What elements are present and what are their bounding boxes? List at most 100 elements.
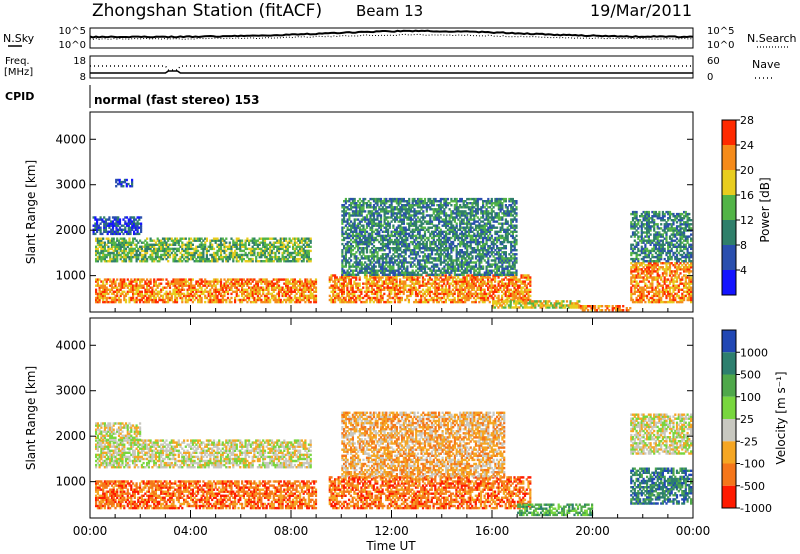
power-echo-cell-0 [253,284,256,287]
power-echo-cell-1 [107,260,110,263]
power-echo-cell-1 [265,243,268,246]
power-echo-cell-0 [146,282,149,285]
power-echo-cell-4 [460,300,463,304]
power-echo-cell-0 [277,292,281,296]
power-echo-cell-1 [269,249,272,253]
power-echo-cell-0 [235,286,238,289]
power-echo-cell-4 [407,288,410,291]
power-echo-cell-0 [277,296,281,300]
power-echo-cell-0 [165,296,168,300]
power-echo-cell-1 [241,239,244,242]
power-echo-cell-0 [209,284,212,287]
power-echo-cell-0 [300,290,303,293]
power-echo-cell-0 [139,278,142,281]
power-echo-cell-4 [392,282,395,285]
power-echo-cell-4 [508,290,511,293]
power-echo-cell-2 [104,228,107,231]
power-echo-cell-4 [386,278,389,281]
power-echo-cell-4 [334,274,337,277]
power-echo-cell-1 [285,249,288,253]
power-echo-cell-0 [285,300,288,304]
power-echo-cell-5 [364,261,367,264]
power-echo-cell-1 [161,257,165,261]
power-echo-cell-4 [471,284,474,287]
power-echo-cell-0 [188,278,191,281]
power-echo-cell-1 [139,245,142,248]
power-echo-cell-1 [195,249,198,253]
power-echo-cell-4 [369,276,372,279]
power-echo-cell-0 [168,282,172,285]
power-echo-cell-4 [501,278,504,281]
power-echo-cell-0 [96,300,99,304]
power-echo-cell-0 [311,294,314,298]
power-echo-cell-1 [214,241,217,244]
power-echo-cell-5 [408,200,411,203]
power-echo-cell-2 [131,224,134,227]
power-echo-cell-4 [392,286,395,289]
power-echo-cell-0 [132,288,135,291]
power-echo-cell-0 [184,278,187,281]
power-echo-cell-2 [129,216,132,219]
power-echo-cell-4 [376,276,379,279]
power-echo-cell-0 [262,278,265,281]
power-echo-cell-4 [395,294,398,298]
power-echo-cell-0 [158,296,161,300]
power-echo-cell-4 [342,276,345,279]
power-echo-cell-1 [274,237,277,240]
power-echo-cell-0 [140,280,143,283]
power-echo-cell-2 [106,232,109,236]
power-echo-cell-4 [518,292,521,296]
power-echo-cell-4 [441,292,444,296]
power-echo-cell-4 [444,284,447,287]
power-echo-cell-1 [249,249,252,253]
power-echo-cell-0 [307,280,310,283]
power-echo-cell-0 [130,286,133,289]
power-echo-cell-0 [165,292,168,296]
power-echo-cell-1 [237,243,240,246]
power-echo-cell-1 [214,255,217,259]
power-echo-cell-1 [200,247,203,251]
power-echo-cell-0 [98,296,101,300]
power-echo-cell-0 [221,286,224,289]
power-echo-cell-0 [272,282,275,285]
power-echo-cell-5 [343,269,346,272]
power-echo-cell-1 [246,237,249,240]
power-echo-cell-1 [119,241,122,244]
power-echo-cell-1 [216,257,219,261]
power-echo-cell-0 [207,290,210,293]
power-echo-cell-0 [147,288,150,291]
power-echo-cell-0 [216,288,219,291]
power-echo-cell-5 [341,261,344,264]
power-echo-cell-1 [161,243,165,246]
power-echo-cell-1 [228,243,231,246]
power-echo-cell-0 [117,296,121,300]
power-echo-cell-4 [488,286,491,289]
power-echo-cell-4 [399,284,402,287]
power-echo-cell-0 [214,294,217,298]
power-echo-cell-0 [109,288,112,291]
power-echo-cell-0 [163,286,166,289]
power-echo-cell-0 [249,288,252,291]
power-echo-cell-4 [353,300,356,304]
power-echo-cell-1 [172,241,175,244]
power-echo-cell-4 [404,280,407,283]
power-echo-cell-4 [383,288,386,291]
power-echo-cell-1 [274,245,277,248]
power-echo-cell-5 [343,247,346,250]
power-echo-cell-2 [108,216,111,219]
power-echo-cell-0 [290,282,293,285]
power-echo-cell-0 [186,284,189,287]
power-echo-cell-4 [351,294,354,298]
power-echo-cell-0 [292,284,295,287]
power-echo-cell-1 [123,247,126,251]
power-echo-cell-2 [127,232,130,236]
power-echo-cell-1 [265,237,268,240]
power-echo-cell-0 [304,300,307,304]
power-echo-cell-4 [349,292,352,296]
power-echo-cell-1 [223,247,226,251]
power-echo-cell-4 [332,288,335,291]
power-echo-cell-4 [374,276,377,279]
power-echo-cell-1 [144,249,147,253]
power-echo-cell-0 [246,284,249,287]
power-echo-cell-4 [457,298,460,302]
